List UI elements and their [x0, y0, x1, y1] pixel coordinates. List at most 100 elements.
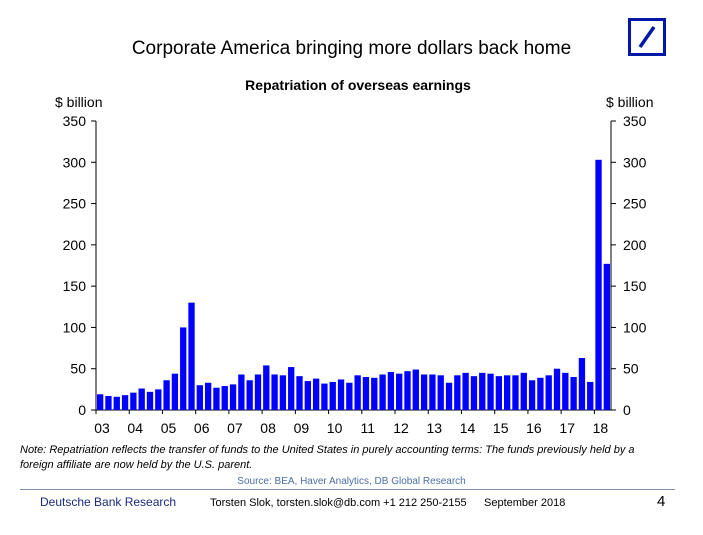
page-number: 4	[657, 493, 666, 510]
y-tick-label-left: 0	[78, 402, 86, 418]
bar	[321, 383, 328, 410]
bar	[337, 379, 345, 410]
bar	[163, 380, 170, 410]
x-tick-label: 11	[361, 420, 376, 436]
bar	[329, 381, 336, 410]
bar	[138, 388, 145, 410]
bar	[562, 372, 569, 410]
bar	[271, 374, 278, 410]
bar	[495, 376, 503, 410]
bar	[379, 374, 386, 410]
bar	[429, 374, 436, 410]
bar	[238, 374, 245, 410]
bar	[362, 376, 370, 410]
bar	[420, 374, 428, 410]
bar	[188, 302, 195, 410]
bar	[479, 372, 486, 410]
bar	[371, 377, 378, 410]
bar	[213, 387, 220, 410]
bar	[296, 376, 303, 410]
y-tick-label-right: 150	[623, 278, 647, 294]
x-tick-label: 12	[393, 420, 409, 436]
bar	[171, 373, 179, 410]
bar	[570, 376, 577, 410]
y-tick-label-left: 350	[63, 113, 87, 129]
chart-title: Repatriation of overseas earnings	[245, 77, 471, 93]
bar	[312, 378, 320, 410]
x-tick-label: 10	[327, 420, 343, 436]
bar	[553, 368, 561, 410]
bar	[512, 375, 519, 410]
bar	[587, 381, 594, 410]
y-tick-label-right: 250	[623, 196, 647, 212]
bar	[462, 372, 469, 410]
x-tick-label: 05	[161, 420, 177, 436]
y-tick-label-right: 100	[623, 319, 647, 335]
y-tick-label-right: 350	[623, 113, 647, 129]
y-tick-label-right: 50	[623, 361, 639, 377]
bar	[354, 375, 361, 410]
x-tick-label: 14	[460, 420, 476, 436]
bar	[263, 365, 270, 410]
footer-divider	[20, 489, 675, 490]
x-tick-label: 15	[493, 420, 509, 436]
footer-author: Torsten Slok, torsten.slok@db.com +1 212…	[210, 497, 467, 509]
slash-logo-mark	[638, 25, 656, 49]
bar	[470, 376, 478, 410]
bar	[130, 392, 137, 410]
footer-brand: Deutsche Bank Research	[40, 495, 177, 509]
x-tick-label: 03	[94, 420, 110, 436]
bar	[229, 384, 237, 410]
bar	[404, 371, 411, 410]
bar	[595, 159, 602, 410]
bar	[155, 389, 162, 410]
y-tick-label-right: 300	[623, 154, 647, 170]
bar	[412, 369, 419, 410]
y-tick-label-left: 250	[63, 196, 87, 212]
y-tick-label-left: 200	[63, 237, 87, 253]
x-tick-label: 17	[559, 420, 575, 436]
bar	[246, 380, 253, 410]
chart-source: Source: BEA, Haver Analytics, DB Global …	[237, 476, 466, 487]
bar	[204, 382, 212, 410]
bar	[304, 381, 311, 410]
y-tick-label-right: 0	[623, 402, 631, 418]
chart-note: Note: Repatriation reflects the transfer…	[20, 444, 635, 471]
x-tick-label: 09	[294, 420, 310, 436]
bar	[105, 395, 112, 410]
x-tick-label: 07	[227, 420, 243, 436]
bar	[545, 375, 552, 410]
bar	[504, 375, 511, 410]
bar	[537, 377, 544, 410]
bar	[528, 380, 536, 410]
bar	[288, 367, 295, 410]
deutsche-bank-logo	[628, 18, 666, 56]
y-tick-label-right: 200	[623, 237, 647, 253]
bar	[196, 385, 203, 410]
bar	[454, 375, 461, 410]
footer-date: September 2018	[484, 497, 566, 509]
bar	[279, 375, 287, 410]
y-tick-label-left: 150	[63, 278, 87, 294]
x-tick-label: 04	[127, 420, 143, 436]
bar	[445, 382, 453, 410]
bar	[520, 372, 527, 410]
y-tick-label-left: 100	[63, 319, 87, 335]
bar	[146, 391, 154, 410]
x-tick-label: 06	[194, 420, 210, 436]
y-tick-label-left: 300	[63, 154, 87, 170]
x-tick-label: 16	[526, 420, 542, 436]
bar	[221, 386, 228, 410]
bar	[578, 357, 586, 410]
bar	[346, 382, 353, 410]
bar	[603, 263, 610, 410]
x-tick-label: 08	[260, 420, 276, 436]
bar	[97, 394, 104, 410]
y-tick-label-left: 50	[70, 361, 86, 377]
bar	[180, 327, 187, 410]
y-axis-unit-left: $ billion	[55, 94, 103, 110]
bar	[437, 375, 444, 410]
bar	[387, 372, 395, 410]
x-tick-label: 18	[593, 420, 609, 436]
y-axis-unit-right: $ billion	[606, 94, 654, 110]
